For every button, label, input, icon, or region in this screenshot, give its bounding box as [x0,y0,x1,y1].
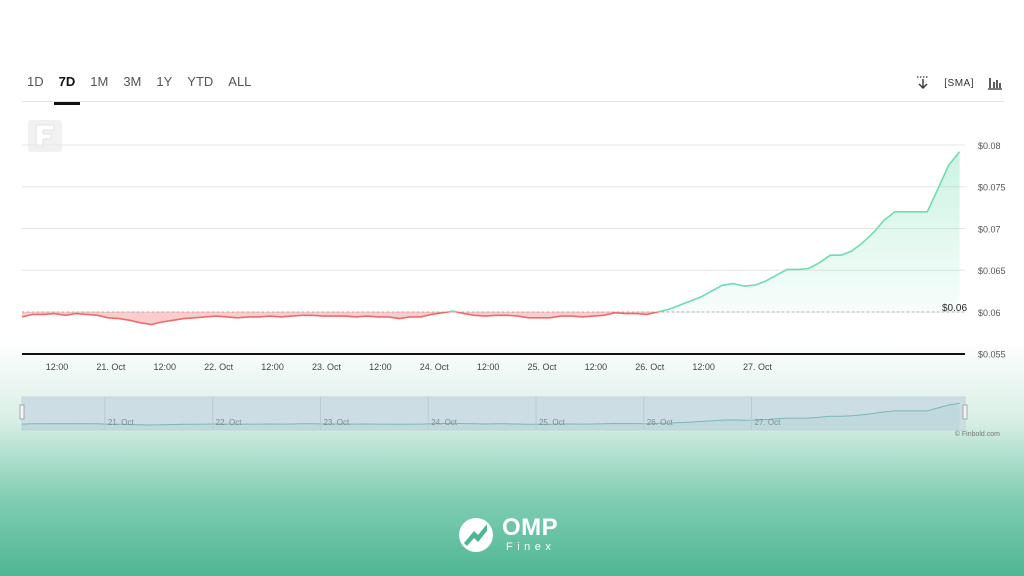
y-tick-label: $0.075 [978,183,1006,193]
x-tick-label: 12:00 [154,362,177,372]
x-tick-label: 25. Oct [527,362,557,372]
y-tick-label: $0.055 [978,350,1006,360]
x-tick-label: 22. Oct [204,362,234,372]
navigator-handle-left[interactable] [19,404,25,420]
y-tick-label: $0.07 [978,224,1001,234]
navigator-area [22,403,960,430]
x-tick-label: 12:00 [692,362,715,372]
sma-label: SMA [947,77,971,89]
range-tab-7d[interactable]: 7D [53,74,81,105]
navigator-label: 25. Oct [539,418,566,427]
brand-sub: Finex [506,541,556,553]
y-tick-label: $0.08 [978,141,1001,151]
omp-logo-icon [459,518,493,552]
navigator-line [21,402,960,426]
x-tick-label: 27. Oct [743,362,773,372]
x-tick-label: 24. Oct [420,362,450,372]
range-tabs: 1D 7D 1M 3M 1Y YTD ALL [22,74,261,105]
range-tab-ytd[interactable]: YTD [187,74,214,89]
navigator-label: 22. Oct [216,418,243,427]
x-tick-label: 12:00 [261,362,284,372]
navigator-label: 21. Oct [108,418,135,427]
range-tab-1y[interactable]: 1Y [156,74,173,89]
price-chart[interactable]: $0.055 $0.06 $0.065 $0.07 $0.075 $0.08 12:00 21… [0,0,1024,440]
range-tab-all[interactable]: ALL [228,74,252,89]
x-tick-label: 26. Oct [635,362,665,372]
omp-finex-logo: OMP Finex [456,515,558,555]
sma-button[interactable]: [SMA] [944,77,974,89]
x-tick-label: 23. Oct [312,362,342,372]
x-tick-label: 12:00 [46,362,69,372]
navigator-label: 24. Oct [431,418,458,427]
x-tick-label: 12:00 [369,362,392,372]
price-line-up[interactable] [22,151,961,325]
toolbar-divider [22,101,1004,102]
chart-credit: © Finbold.com [954,431,1000,438]
toolbar-actions: [SMA] [914,74,1004,92]
range-tab-3m[interactable]: 3M [123,74,142,89]
x-tick-label: 12:00 [477,362,500,372]
y-tick-label: $0.065 [978,266,1006,276]
x-tick-label: 21. Oct [96,362,126,372]
price-line-down[interactable] [21,152,960,326]
brand-name: OMP [502,514,559,541]
download-icon[interactable] [914,74,932,92]
navigator-handle-right[interactable] [962,404,968,420]
navigator-label: 23. Oct [323,418,350,427]
finbold-logo-watermark [28,120,62,157]
chart-toolbar: 1D 7D 1M 3M 1Y YTD ALL [SMA] [0,64,1024,105]
chart-type-icon[interactable] [986,74,1004,92]
range-tab-1m[interactable]: 1M [90,74,109,89]
price-area-up [22,151,960,312]
navigator-label: 27. Oct [755,418,782,427]
y-tick-label: $0.06 [978,308,1001,318]
navigator-label: 26. Oct [647,418,674,427]
x-tick-label: 12:00 [585,362,608,372]
range-tab-1d[interactable]: 1D [27,74,44,89]
